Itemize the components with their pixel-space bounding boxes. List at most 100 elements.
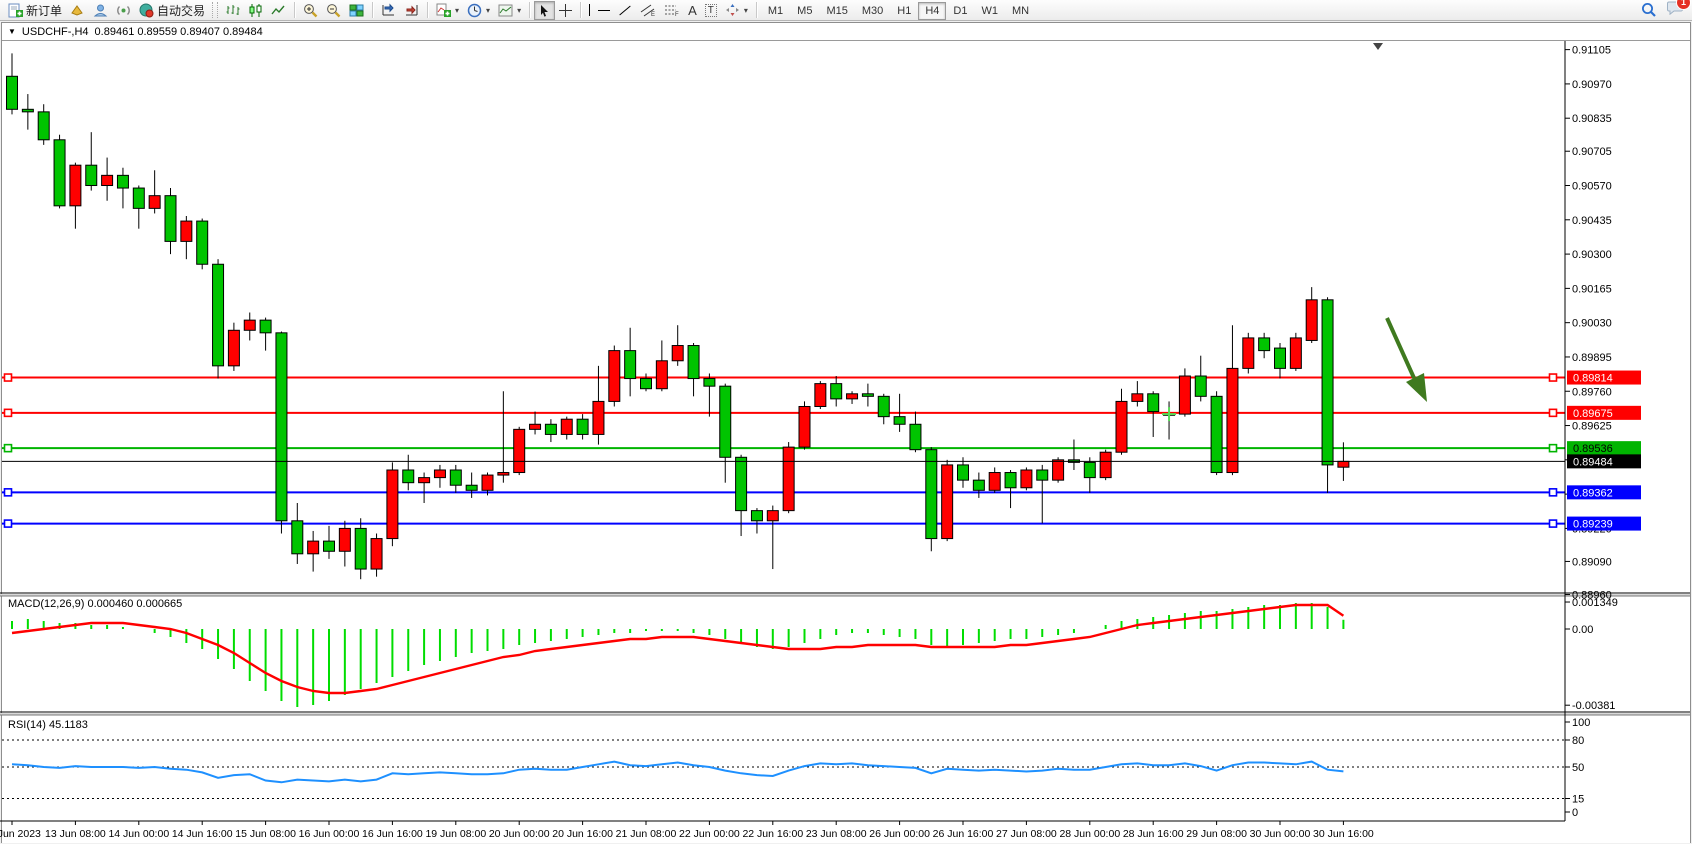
signals-button[interactable] — [112, 1, 135, 20]
notification-badge: 1 — [1676, 0, 1691, 10]
community-button[interactable] — [89, 1, 112, 20]
new-order-button[interactable]: 新订单 — [4, 1, 66, 20]
candle-body — [132, 187, 145, 209]
zoom-in-button[interactable] — [299, 1, 322, 20]
toolbar-separator — [294, 2, 296, 18]
time-axis-label: 30 Jun 00:00 — [1250, 828, 1311, 840]
trendline-tool-button[interactable] — [614, 1, 636, 20]
vertical-line-tool-button[interactable] — [585, 1, 594, 20]
candle-body — [766, 510, 779, 522]
chart-collapse-icon[interactable]: ▼ — [8, 27, 16, 36]
candle-body — [846, 393, 859, 400]
line-handle[interactable] — [3, 488, 13, 497]
rsi-axis-label: 0 — [1572, 807, 1578, 819]
candle-body — [861, 393, 874, 397]
candle-body — [307, 540, 320, 555]
text-tool-button[interactable]: A — [684, 1, 701, 20]
candlestick-chart-button[interactable] — [244, 1, 267, 20]
candle-body — [1052, 459, 1065, 481]
search-icon[interactable] — [1641, 2, 1657, 18]
macd-axis-label: 0.00 — [1572, 624, 1593, 636]
candle-body — [592, 400, 605, 435]
candle-body — [1147, 393, 1160, 413]
time-axis-label: 22 Jun 16:00 — [742, 828, 803, 840]
candle-body — [259, 319, 272, 334]
text-tool-icon: A — [688, 2, 697, 18]
crosshair-button[interactable] — [555, 1, 576, 20]
cursor-icon — [541, 4, 549, 17]
tile-windows-button[interactable] — [345, 1, 368, 20]
timeframe-button-MN[interactable]: MN — [1011, 5, 1030, 17]
timeframe-button-M15[interactable]: M15 — [826, 5, 848, 17]
timeframe-button-M5[interactable]: M5 — [797, 5, 813, 17]
price-tick-label: 0.90970 — [1572, 79, 1612, 91]
periods-button[interactable]: ▾ — [463, 1, 494, 20]
candle-body — [481, 474, 494, 491]
line-handle[interactable] — [1548, 488, 1558, 497]
candle-body — [275, 332, 288, 522]
rsi-axis-label: 15 — [1572, 794, 1584, 806]
auto-scroll-button[interactable] — [377, 1, 400, 20]
line-chart-icon — [271, 5, 285, 14]
line-handle[interactable] — [1548, 408, 1558, 418]
horizontal-line-tool-button[interactable] — [594, 1, 614, 20]
trend-arrow-line[interactable] — [1385, 317, 1416, 379]
time-axis-label: 16 Jun 16:00 — [362, 828, 423, 840]
notifications-button[interactable]: 1 — [1667, 0, 1691, 20]
chart-shift-button[interactable] — [400, 1, 423, 20]
arrows-tool-button[interactable]: ▾ — [721, 1, 752, 20]
templates-button[interactable]: ▾ — [494, 1, 525, 20]
candle-body — [798, 405, 811, 448]
time-axis-label: 26 Jun 16:00 — [933, 828, 994, 840]
line-handle[interactable] — [3, 373, 13, 382]
line-handle[interactable] — [3, 443, 13, 453]
fibonacci-tool-button[interactable]: F — [660, 1, 684, 20]
macd-pane: MACD(12,26,9) 0.000460 0.000665 — [8, 598, 1345, 707]
time-axis-label: 26 Jun 00:00 — [869, 828, 930, 840]
timeframe-button-D1[interactable]: D1 — [953, 5, 968, 17]
svg-text:0.89484: 0.89484 — [1573, 456, 1613, 468]
autotrading-label: 自动交易 — [157, 3, 206, 18]
chart-annotations[interactable] — [1162, 43, 1427, 422]
toolbar: 新订单 自动交易 ▾ ▾ — [0, 0, 1692, 21]
line-chart-button[interactable] — [267, 1, 290, 20]
zoom-out-button[interactable] — [322, 1, 345, 20]
timeframe-button-H1[interactable]: H1 — [897, 5, 912, 17]
candle-body — [497, 472, 510, 476]
cursor-button[interactable] — [534, 0, 556, 20]
bar-chart-button[interactable] — [221, 1, 244, 20]
line-handle[interactable] — [3, 519, 13, 528]
metaeditor-button[interactable] — [66, 1, 89, 20]
autotrading-button[interactable]: 自动交易 — [135, 1, 209, 20]
timeframe-button-W1[interactable]: W1 — [981, 5, 998, 17]
chart-title-bar: ▼ USDCHF-,H4 0.89461 0.89559 0.89407 0.8… — [2, 23, 1690, 41]
candle-body — [227, 329, 240, 367]
candle-body — [925, 449, 938, 540]
templates-caret-icon: ▾ — [517, 5, 522, 15]
line-handle[interactable] — [1548, 443, 1558, 453]
indicators-button[interactable]: ▾ — [432, 1, 463, 20]
chart-shift-marker-icon[interactable] — [1373, 43, 1383, 50]
equidistant-channel-button[interactable]: E — [636, 1, 660, 20]
timeframe-button-H4[interactable]: H4 — [918, 2, 947, 20]
price-tick-label: 0.90705 — [1572, 146, 1612, 158]
price-tick-label: 0.89090 — [1572, 556, 1612, 568]
candle-body — [338, 527, 351, 552]
chart-symbol-period: USDCHF-,H4 — [21, 25, 89, 38]
candle-body — [877, 395, 890, 418]
line-handle[interactable] — [1548, 519, 1558, 528]
candle-body — [164, 195, 177, 242]
label-tool-button[interactable]: T — [701, 1, 721, 20]
price-tick-label: 0.89760 — [1572, 386, 1612, 398]
timeframe-button-M1[interactable]: M1 — [767, 5, 784, 17]
autotrading-icon — [139, 3, 154, 17]
line-handle[interactable] — [1548, 373, 1558, 382]
candle-body — [354, 527, 367, 570]
candle-body — [1020, 469, 1033, 489]
line-handle[interactable] — [3, 408, 13, 418]
candle-body — [85, 164, 98, 187]
timeframe-button-M30[interactable]: M30 — [861, 5, 884, 17]
